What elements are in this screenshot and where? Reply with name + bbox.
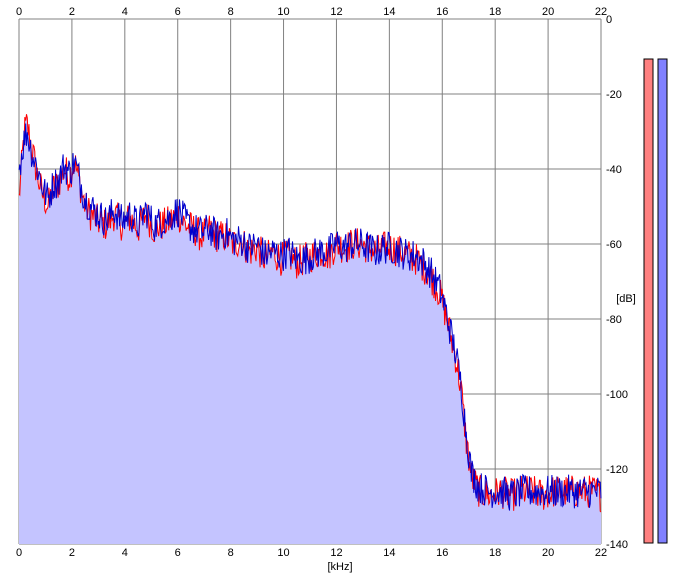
- x-tick-label-top: 14: [383, 6, 395, 18]
- x-tick-label-top: 8: [228, 6, 234, 18]
- x-tick-label-top: 6: [175, 6, 181, 18]
- x-tick-label-bottom: 2: [69, 547, 75, 559]
- y-tick-label: 0: [606, 14, 612, 26]
- x-tick-labels-top: 0 2 4 6 8 10 12 14 16 18 20 22: [16, 6, 607, 18]
- left-channel-level-meter: [643, 58, 654, 544]
- y-tick-label: -140: [606, 539, 628, 551]
- x-tick-label-bottom: 6: [175, 547, 181, 559]
- y-tick-label: -80: [606, 314, 622, 326]
- y-tick-label: -20: [606, 89, 622, 101]
- x-tick-label-top: 0: [16, 6, 22, 18]
- x-tick-label-top: 4: [122, 6, 128, 18]
- x-tick-label-bottom: 4: [122, 547, 128, 559]
- y-tick-label: -60: [606, 239, 622, 251]
- x-tick-label-bottom: 12: [330, 547, 342, 559]
- x-tick-label-bottom: 18: [489, 547, 501, 559]
- x-tick-label-top: 22: [595, 6, 607, 18]
- x-tick-label-bottom: 14: [383, 547, 395, 559]
- x-tick-label-top: 12: [330, 6, 342, 18]
- x-tick-label-top: 16: [436, 6, 448, 18]
- y-tick-label: -40: [606, 164, 622, 176]
- y-axis-unit-label: [dB]: [616, 293, 636, 305]
- x-tick-label-bottom: 16: [436, 547, 448, 559]
- y-tick-label: -120: [606, 464, 628, 476]
- x-tick-labels-bottom: 0 2 4 6 8 10 12 14 16 18 20 22: [16, 547, 607, 559]
- x-tick-label-bottom: 8: [228, 547, 234, 559]
- series-line-1: [18, 123, 602, 511]
- series-group: [18, 114, 602, 513]
- x-tick-label-bottom: 22: [595, 547, 607, 559]
- x-tick-label-top: 20: [542, 6, 554, 18]
- x-axis-unit-label: [kHz]: [327, 561, 352, 573]
- x-tick-label-bottom: 10: [277, 547, 289, 559]
- x-tick-label-top: 18: [489, 6, 501, 18]
- series-line-0: [18, 114, 602, 513]
- x-tick-label-bottom: 20: [542, 547, 554, 559]
- right-channel-level-meter: [657, 58, 668, 544]
- x-tick-label-top: 2: [69, 6, 75, 18]
- x-tick-label-top: 10: [277, 6, 289, 18]
- y-tick-labels: 0 -20 -40 -60 -80 -100 -120 -140: [606, 14, 628, 551]
- y-tick-label: -100: [606, 389, 628, 401]
- x-tick-label-bottom: 0: [16, 547, 22, 559]
